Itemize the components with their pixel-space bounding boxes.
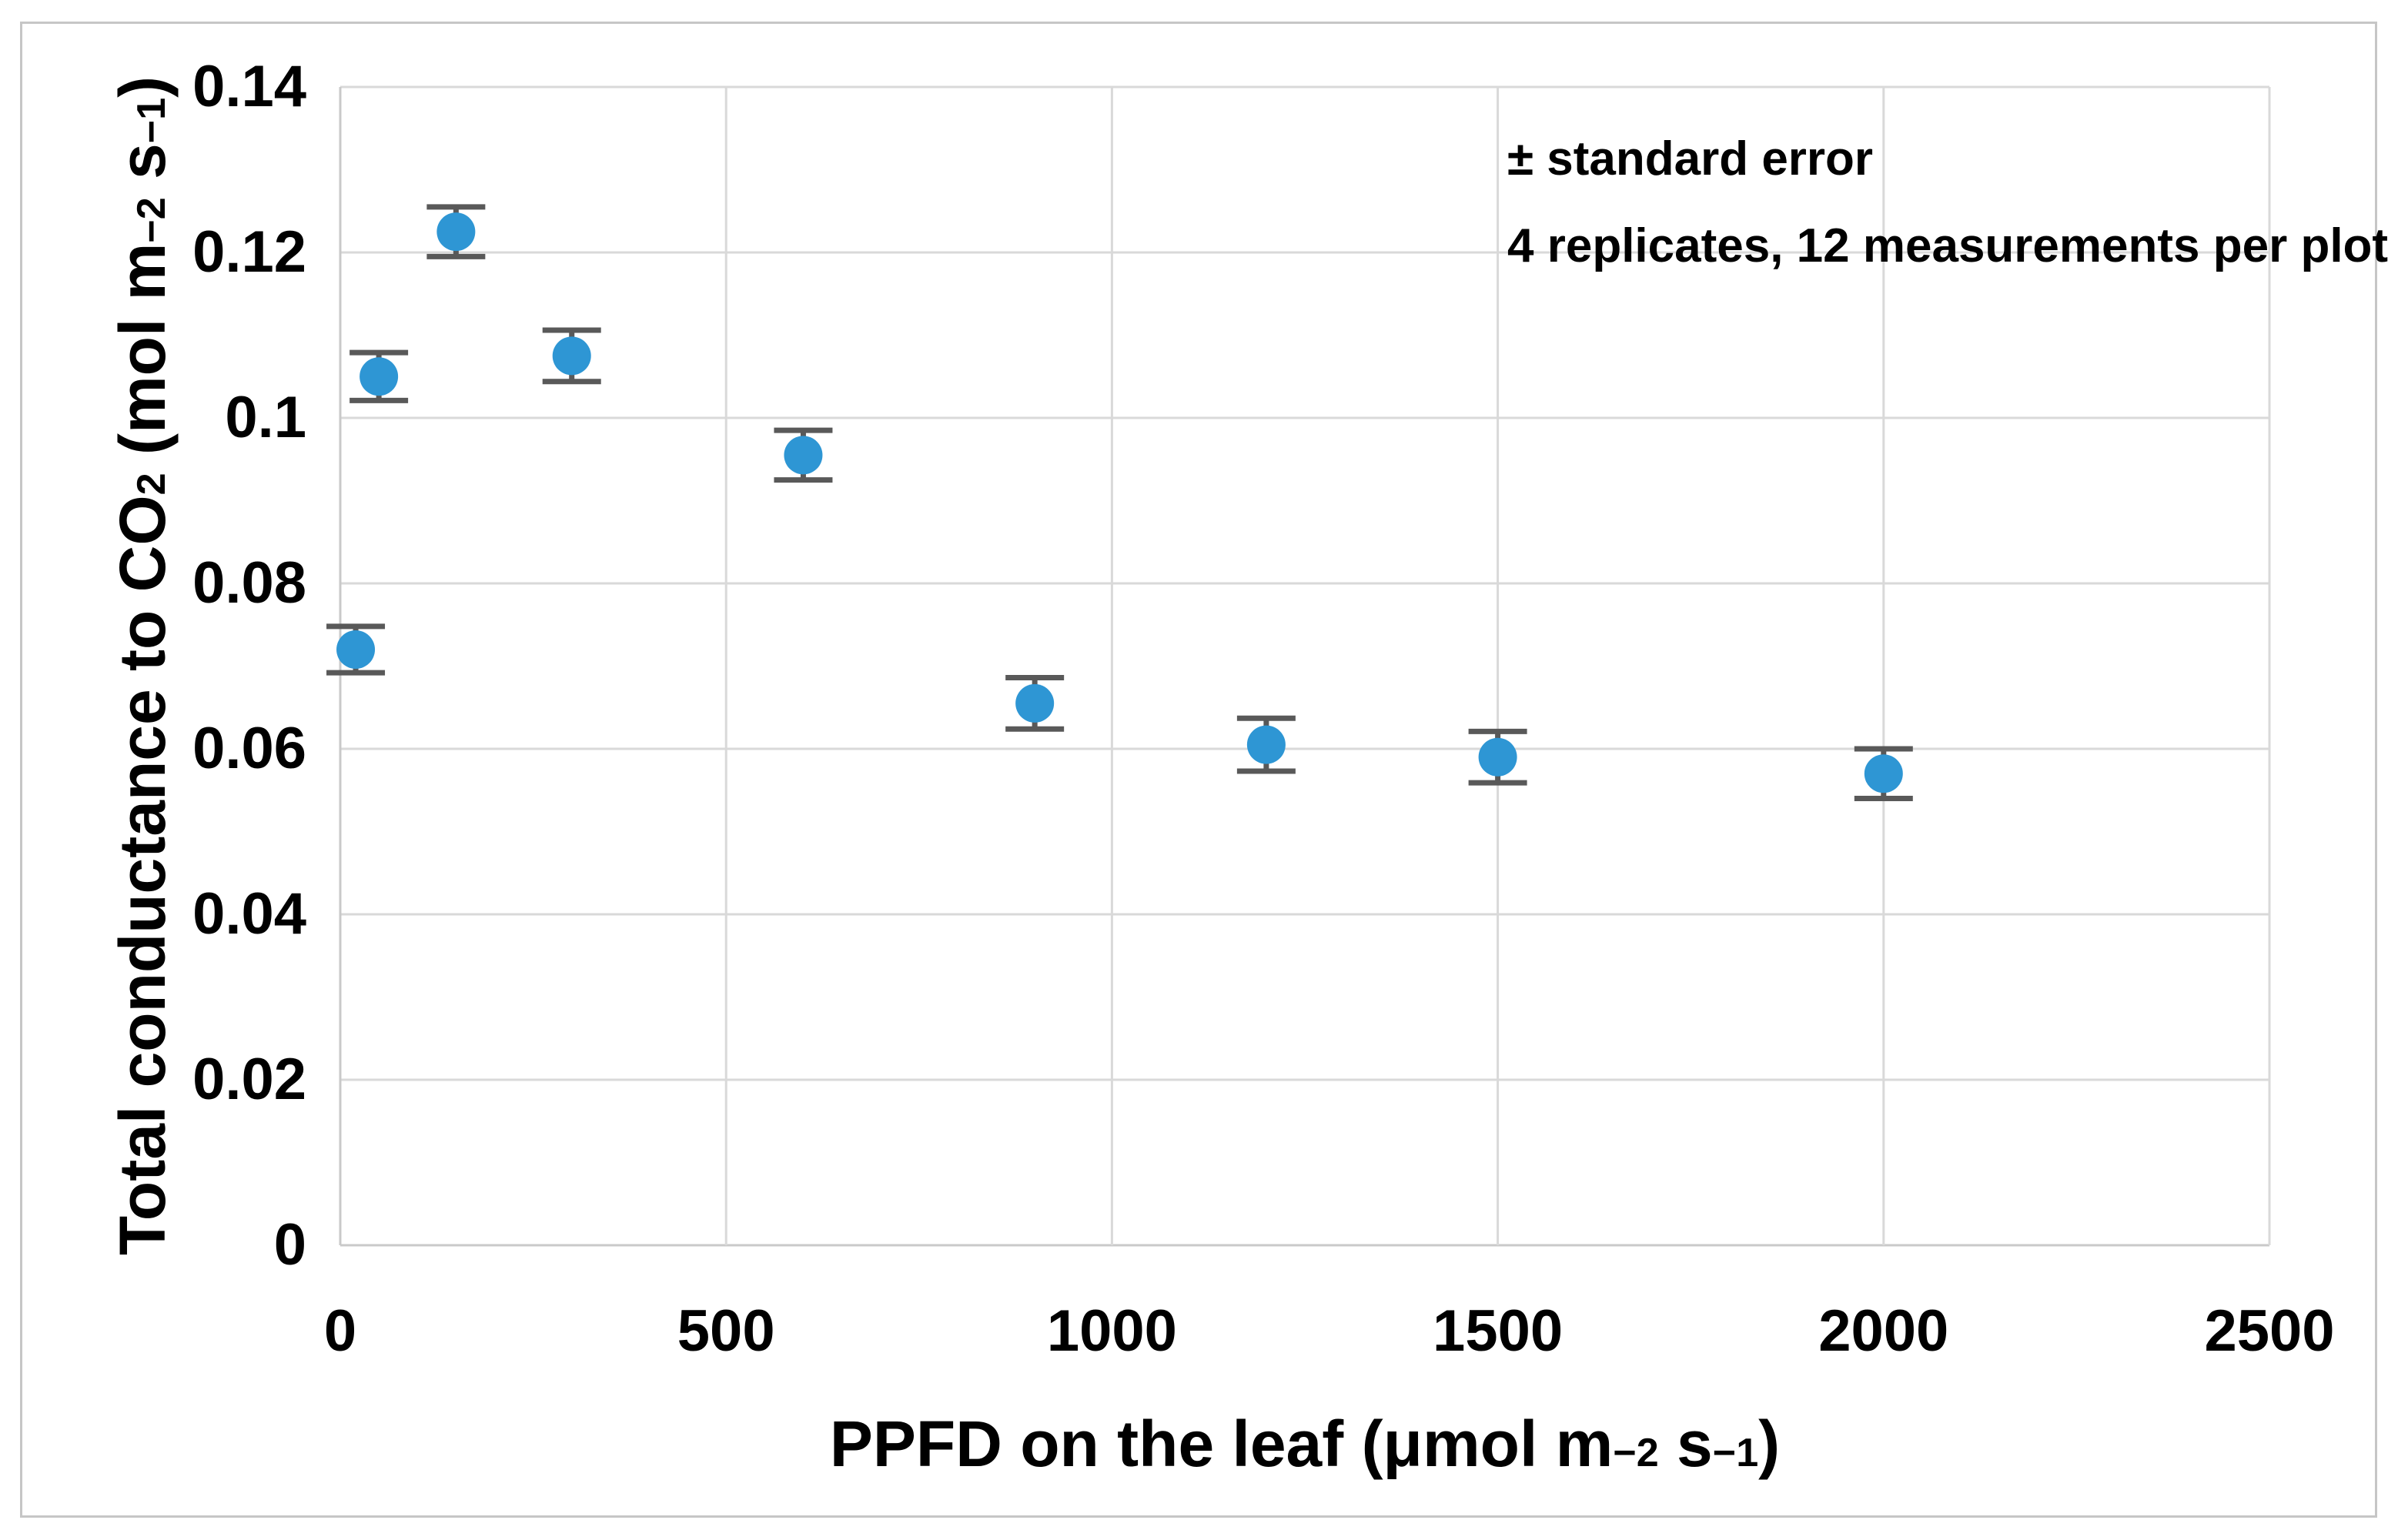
axis-title-segment: (mol m <box>106 242 179 473</box>
data-point-marker <box>552 336 591 376</box>
annotation: ± standard error 4 replicates, 12 measur… <box>1507 115 2388 289</box>
y-tick-label: 0 <box>273 1212 306 1278</box>
x-tick-label: 2500 <box>2204 1298 2335 1364</box>
x-axis-title: PPFD on the leaf (μmol m−2 s−1) <box>535 1407 2075 1482</box>
x-tick-label: 1000 <box>1046 1298 1177 1364</box>
x-tick-label: 500 <box>677 1298 775 1364</box>
y-tick-label: 0.08 <box>192 550 306 616</box>
axis-title-segment: s <box>106 143 179 198</box>
axis-title-segment: ) <box>1758 1408 1781 1480</box>
figure-border <box>20 22 2377 1518</box>
y-tick-label: 0.1 <box>225 385 306 450</box>
y-tick-label: 0.06 <box>192 716 306 781</box>
data-point-marker <box>1015 683 1055 723</box>
axis-title-segment: ) <box>106 75 179 98</box>
axis-title-segment: −2 <box>129 197 174 243</box>
data-point-marker <box>1864 754 1903 793</box>
x-tick-label: 0 <box>323 1298 357 1364</box>
axis-title-segment: Total conductance to CO <box>106 495 179 1256</box>
axis-title-segment: −1 <box>1712 1431 1759 1475</box>
data-point-marker <box>436 212 476 252</box>
data-point-marker <box>336 630 376 669</box>
data-point-marker <box>360 357 399 396</box>
y-tick-label: 0.02 <box>192 1047 306 1112</box>
axis-title-segment: −2 <box>1613 1431 1659 1475</box>
y-axis-title: Total conductance to CO2 (mol m−2 s−1) <box>100 12 185 1320</box>
axis-title-segment: −1 <box>129 97 174 144</box>
annotation-line-2: 4 replicates, 12 measurements per plot <box>1507 219 2389 272</box>
y-tick-label: 0.14 <box>192 54 306 119</box>
x-tick-label: 2000 <box>1818 1298 1949 1364</box>
annotation-line-1: ± standard error <box>1507 132 1874 185</box>
axis-title-segment: 2 <box>129 473 174 496</box>
x-tick-label: 1500 <box>1433 1298 1564 1364</box>
axis-title-segment: s <box>1658 1408 1713 1480</box>
data-point-marker <box>784 436 823 475</box>
axis-title-segment: PPFD on the leaf (μmol m <box>829 1408 1614 1480</box>
data-point-marker <box>1246 725 1286 764</box>
y-tick-label: 0.12 <box>192 219 306 285</box>
y-tick-label: 0.04 <box>192 881 306 947</box>
data-point-marker <box>1478 737 1517 777</box>
